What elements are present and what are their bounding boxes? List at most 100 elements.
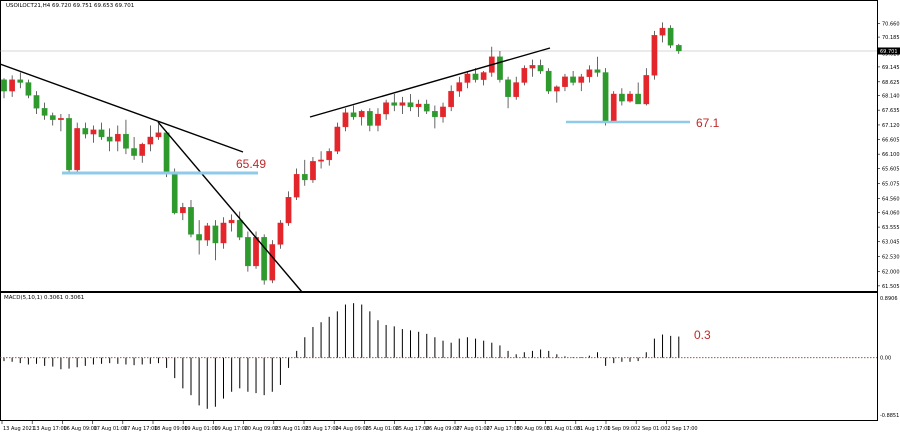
time-tick-label: 23 Aug 01:00 (275, 426, 309, 432)
price-tick-label: 61.505 (882, 284, 900, 290)
candle-body (147, 136, 154, 145)
candle-body (90, 129, 97, 135)
candle-body (448, 90, 455, 108)
candle-body (310, 161, 316, 181)
candle-body (610, 93, 617, 122)
candle-body (651, 35, 658, 76)
candle-body (440, 106, 446, 118)
candle-body (74, 128, 81, 171)
current-price-label: 69.701 (880, 49, 898, 55)
price-axis-ticks: 70.660 70.185 69.610 69.145 68.625 68.140 67.6… (877, 21, 900, 290)
candle-body (163, 132, 170, 175)
candle-body (326, 151, 333, 161)
candle-body (659, 27, 666, 36)
candle-body (106, 136, 113, 142)
candle-body (188, 207, 194, 235)
candle-body (277, 222, 284, 245)
price-tick-label: 62.000 (882, 270, 900, 276)
candle-body (98, 129, 105, 138)
price-tick-label: 69.610 (882, 52, 900, 58)
macd-tick-label: 0.00 (880, 356, 891, 362)
time-tick-label: 25 Aug 01:00 (365, 426, 399, 432)
candle-body (212, 225, 219, 244)
time-tick-label: 20 Aug 09:00 (245, 426, 279, 432)
candle-body (41, 108, 48, 116)
candle-body (399, 102, 406, 106)
price-tick-label: 65.605 (882, 166, 900, 172)
candle-body (627, 93, 633, 102)
candle-body (667, 27, 674, 46)
candle-body (318, 159, 324, 162)
time-tick-label: 16 Aug 09:00 (63, 426, 97, 432)
candle-body (204, 225, 211, 241)
candle-body (9, 79, 15, 92)
macd-histogram (3, 303, 680, 409)
candle-body (602, 72, 609, 122)
candle-body (570, 76, 576, 83)
time-tick-label: 17 Aug 01:00 (94, 426, 128, 432)
candle-body (545, 70, 552, 92)
candle-body (220, 222, 227, 244)
candle-body (33, 95, 40, 109)
candle-body (415, 103, 422, 108)
candle-body (635, 93, 641, 105)
candle-body (383, 102, 389, 115)
candle-body (407, 102, 414, 108)
time-tick-label: 2 Sep 01:00 (637, 426, 667, 432)
candle-body (1, 79, 7, 92)
candle-body (49, 115, 56, 120)
macd-value-label: 0.3 (694, 328, 711, 342)
symbol-header: USOILOCT21,H4 69.720 69.751 69.653 69.70… (6, 3, 134, 9)
candle-body (131, 148, 137, 156)
price-tick-label: 63.555 (882, 225, 900, 231)
candle-body (375, 113, 381, 126)
candle-body (245, 237, 251, 267)
candle-body (123, 133, 129, 149)
price-tick-label: 69.145 (882, 65, 900, 71)
price-tick-label: 67.120 (882, 123, 900, 129)
candle-body (114, 133, 121, 142)
macd-panel-frame (0, 292, 878, 421)
macd-header: MACD(5,10,1) 0.3061 0.3061 (4, 295, 84, 301)
candle-body (456, 82, 463, 92)
macd-tick-label: 0.8906 (880, 296, 898, 302)
price-tick-label: 70.660 (882, 21, 900, 27)
candle-body (58, 118, 64, 120)
price-tick-label: 64.060 (882, 211, 900, 217)
candle-body (66, 118, 72, 171)
candle-body (261, 237, 268, 281)
time-tick-label: 31 Aug 01:00 (547, 426, 581, 432)
candle-body (342, 112, 349, 128)
candle-body (497, 56, 503, 80)
candle-body (562, 76, 568, 87)
macd-axis-ticks: 0.8906 0.00 -0.8851 (880, 296, 899, 419)
candle-body (301, 174, 308, 181)
time-tick-label: 18 Aug 09:00 (154, 426, 188, 432)
candle-body (180, 207, 186, 214)
price-tick-label: 64.560 (882, 196, 900, 202)
candle-body (25, 82, 32, 96)
time-tick-label: 19 Aug 17:00 (214, 426, 248, 432)
price-tick-label: 68.140 (882, 94, 900, 100)
price-tick-label: 67.635 (882, 108, 900, 114)
candle-body (513, 82, 520, 97)
candle-body (423, 103, 430, 112)
candle-body (586, 69, 593, 77)
candle-body (594, 69, 601, 73)
candle-body (432, 111, 438, 118)
time-tick-label: 23 Aug 17:00 (305, 426, 339, 432)
uptrend-channel-line (309, 47, 551, 118)
candle-body (619, 93, 625, 102)
price-tick-label: 66.605 (882, 138, 900, 144)
time-tick-label: 26 Aug 09:00 (426, 426, 460, 432)
candle-body (293, 174, 300, 198)
candle-body (253, 237, 259, 267)
candlesticks (1, 22, 682, 285)
downtrend-line-upper (0, 63, 244, 153)
time-tick-label: 27 Aug 01:00 (456, 426, 490, 432)
candle-body (578, 76, 585, 83)
candle-body (17, 79, 24, 83)
candle-body (505, 79, 511, 97)
time-tick-label: 19 Aug 01:00 (184, 426, 218, 432)
